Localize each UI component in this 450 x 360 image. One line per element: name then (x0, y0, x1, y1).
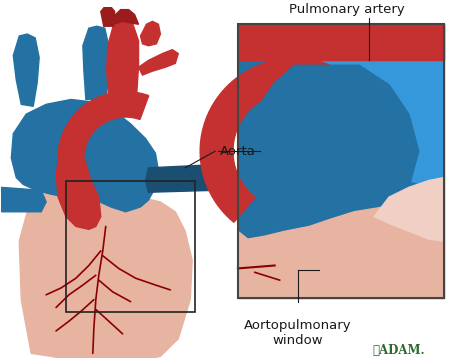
Polygon shape (1, 187, 46, 212)
Polygon shape (334, 151, 389, 222)
Polygon shape (238, 207, 444, 298)
Polygon shape (101, 7, 115, 26)
Polygon shape (200, 58, 389, 222)
Polygon shape (11, 99, 158, 212)
Bar (66, 180, 195, 312)
Polygon shape (320, 24, 444, 187)
Polygon shape (107, 21, 139, 104)
Text: Aortopulmonary
window: Aortopulmonary window (244, 319, 351, 347)
Polygon shape (238, 239, 265, 290)
Polygon shape (19, 173, 192, 360)
Text: Aorta: Aorta (220, 145, 256, 158)
Text: ★ADAM.: ★ADAM. (373, 344, 425, 357)
Polygon shape (248, 65, 419, 231)
Text: Pulmonary artery: Pulmonary artery (289, 4, 405, 17)
Ellipse shape (243, 91, 366, 212)
Polygon shape (58, 92, 149, 175)
Bar (238, 24, 444, 298)
Polygon shape (14, 34, 39, 106)
Bar (238, 24, 444, 298)
Polygon shape (56, 151, 101, 229)
Polygon shape (83, 26, 109, 99)
Polygon shape (238, 24, 444, 60)
Polygon shape (374, 177, 444, 241)
Polygon shape (140, 21, 160, 46)
Polygon shape (114, 10, 139, 24)
Polygon shape (139, 50, 178, 75)
Polygon shape (145, 165, 215, 192)
